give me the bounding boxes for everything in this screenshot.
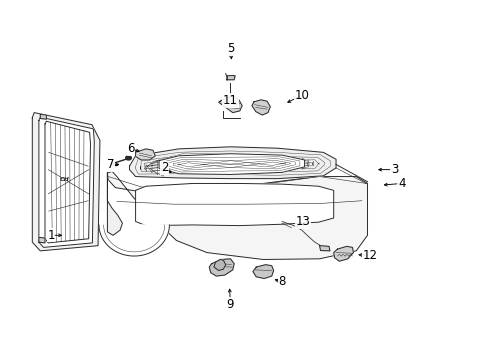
Polygon shape: [251, 100, 270, 115]
Text: 13: 13: [295, 215, 310, 228]
Text: 11: 11: [223, 94, 238, 107]
Text: 1: 1: [47, 229, 55, 242]
Polygon shape: [319, 246, 329, 251]
Text: 3: 3: [390, 163, 398, 176]
Text: 5: 5: [226, 42, 234, 55]
Polygon shape: [99, 225, 169, 256]
Polygon shape: [135, 184, 333, 226]
Polygon shape: [32, 113, 100, 251]
Polygon shape: [40, 114, 46, 119]
Polygon shape: [107, 171, 367, 260]
Polygon shape: [333, 246, 353, 261]
Polygon shape: [39, 117, 94, 247]
Text: 4: 4: [397, 177, 405, 190]
Polygon shape: [218, 96, 242, 113]
Text: 9: 9: [226, 298, 234, 311]
Text: CH: CH: [60, 177, 70, 183]
Text: 12: 12: [362, 249, 377, 262]
Polygon shape: [159, 154, 304, 175]
Text: 6: 6: [127, 143, 134, 156]
Polygon shape: [129, 147, 335, 179]
Text: 2: 2: [161, 161, 168, 174]
Text: 10: 10: [294, 89, 308, 102]
Text: 8: 8: [278, 275, 285, 288]
Polygon shape: [107, 173, 122, 235]
Polygon shape: [209, 259, 234, 276]
Polygon shape: [252, 265, 273, 279]
Circle shape: [125, 156, 131, 160]
Polygon shape: [214, 260, 225, 271]
Polygon shape: [135, 149, 155, 160]
Polygon shape: [226, 76, 235, 80]
Polygon shape: [39, 237, 45, 243]
Text: 7: 7: [107, 158, 114, 171]
